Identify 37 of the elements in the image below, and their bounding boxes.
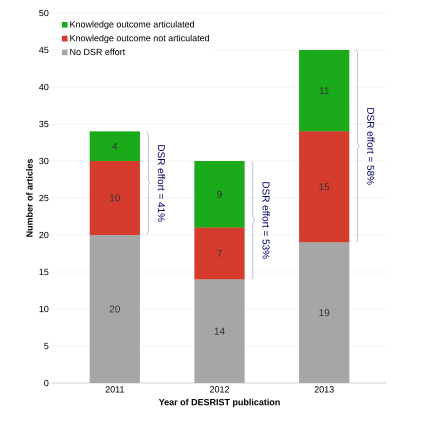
bar bbox=[90, 161, 140, 235]
data-label: 9 bbox=[217, 190, 222, 198]
y-tick-label: 40 bbox=[39, 84, 48, 90]
bar bbox=[299, 50, 350, 132]
y-tick-label: 35 bbox=[39, 120, 48, 128]
data-label: 14 bbox=[214, 328, 225, 335]
annotation: DSR effort = 53% bbox=[262, 182, 270, 259]
data-label: 4 bbox=[112, 142, 118, 150]
bar bbox=[194, 228, 245, 280]
legend-label: No DSR effort bbox=[70, 48, 126, 56]
y-tick-label: 25 bbox=[39, 194, 48, 202]
y-tick-label: 0 bbox=[44, 380, 48, 386]
x-tick-label: 2013 bbox=[314, 386, 334, 393]
y-tick-label: 20 bbox=[39, 232, 48, 238]
y-tick-label: 10 bbox=[40, 306, 48, 312]
annotation: DSR effort = 58% bbox=[367, 108, 374, 185]
data-label: 20 bbox=[110, 305, 120, 313]
data-label: 11 bbox=[320, 87, 329, 94]
x-axis-title: Year of DESRIST publication bbox=[158, 398, 280, 408]
y-tick-label: 30 bbox=[39, 158, 48, 164]
y-tick-label: 15 bbox=[40, 268, 48, 276]
data-label: 7 bbox=[217, 250, 222, 257]
data-label: 10 bbox=[110, 194, 120, 202]
bar bbox=[194, 161, 245, 228]
x-tick-label: 2011 bbox=[106, 386, 124, 393]
y-tick-label: 50 bbox=[39, 10, 48, 16]
x-tick-label: 2012 bbox=[210, 386, 230, 393]
y-tick-label: 5 bbox=[44, 342, 48, 350]
bar bbox=[90, 131, 140, 161]
data-label: 15 bbox=[319, 183, 330, 190]
y-tick-label: 45 bbox=[39, 46, 48, 54]
bar bbox=[299, 131, 350, 242]
legend-label: Knowledge outcome not articulated bbox=[70, 34, 210, 44]
y-axis-title: Number of articles bbox=[26, 159, 33, 237]
data-label: 19 bbox=[319, 309, 330, 316]
annotation: DSR effort = 41% bbox=[158, 145, 166, 222]
legend-label: Knowledge outcome articulated bbox=[70, 20, 194, 30]
